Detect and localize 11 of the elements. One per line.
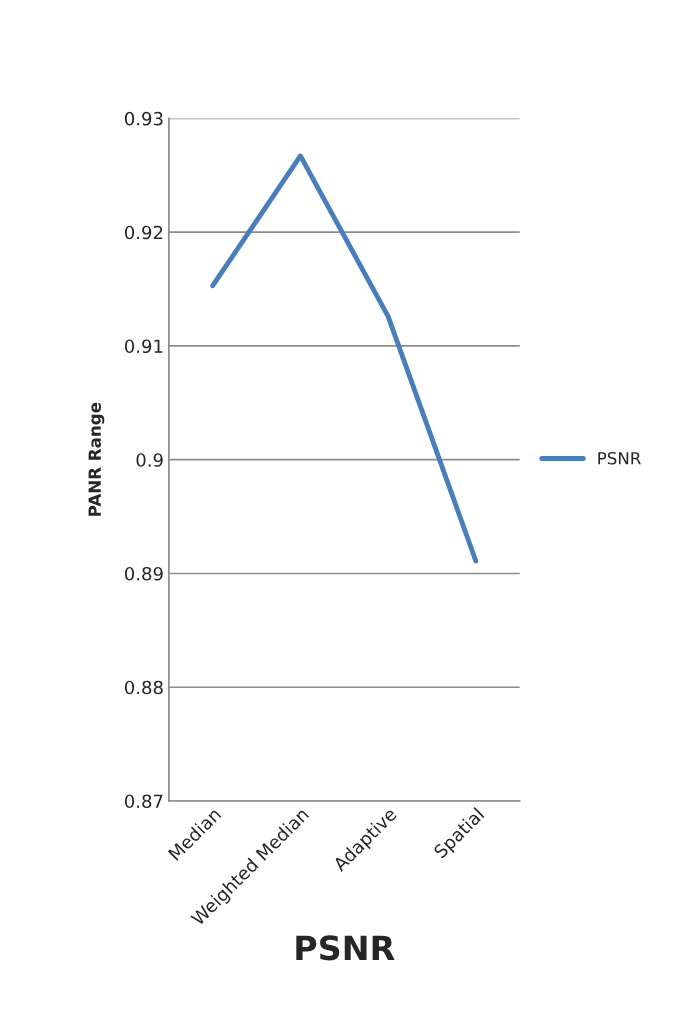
y-tick-label: 0.89 <box>124 566 163 581</box>
y-tick-label: 0.88 <box>124 680 163 695</box>
line-series <box>210 153 479 564</box>
y-tick-label: 0.93 <box>124 111 163 126</box>
y-tick-label: 0.91 <box>124 339 163 354</box>
y-tick-label: 0.92 <box>124 225 163 240</box>
y-axis-title: PANR Range <box>88 402 105 516</box>
y-tick-label: 0.9 <box>136 453 163 467</box>
legend-label: PSNR <box>598 451 641 465</box>
y-tick-label: 0.87 <box>124 794 163 809</box>
x-axis-title: PSNR <box>296 935 395 961</box>
